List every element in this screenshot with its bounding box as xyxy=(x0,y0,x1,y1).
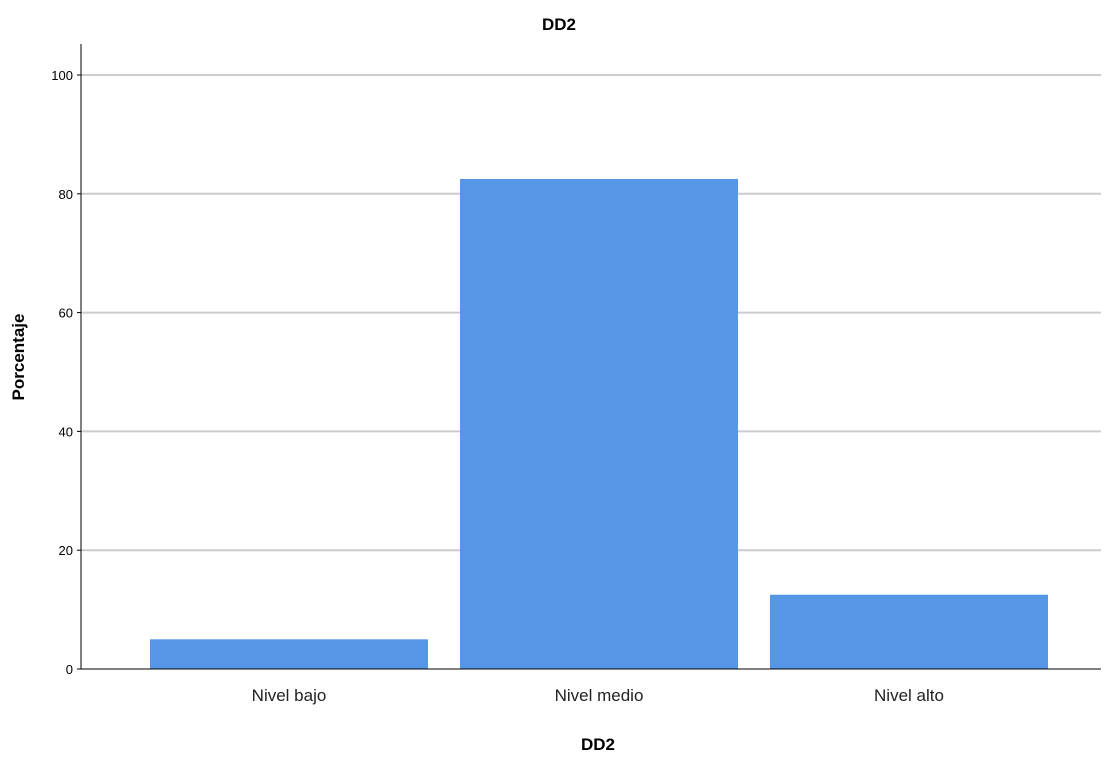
bars xyxy=(150,178,1048,669)
x-tick-labels: Nivel bajo Nivel medio Nivel alto xyxy=(252,686,944,705)
bar-nivel-alto xyxy=(770,594,1048,669)
y-tick-label: 0 xyxy=(66,662,73,677)
y-tick-label: 20 xyxy=(59,543,73,558)
x-tick-label: Nivel alto xyxy=(874,686,944,705)
x-axis-title: DD2 xyxy=(581,735,615,754)
y-axis-title: Porcentaje xyxy=(9,314,28,401)
y-tick-label: 80 xyxy=(59,187,73,202)
bar-nivel-medio xyxy=(460,178,738,669)
chart-title: DD2 xyxy=(542,15,576,34)
x-tick-label: Nivel bajo xyxy=(252,686,327,705)
y-tick-labels: 0 20 40 60 80 100 xyxy=(51,68,81,677)
y-tick-label: 40 xyxy=(59,424,73,439)
x-tick-label: Nivel medio xyxy=(555,686,644,705)
y-tick-label: 100 xyxy=(51,68,73,83)
bar-nivel-bajo xyxy=(150,639,428,669)
y-tick-label: 60 xyxy=(59,306,73,321)
